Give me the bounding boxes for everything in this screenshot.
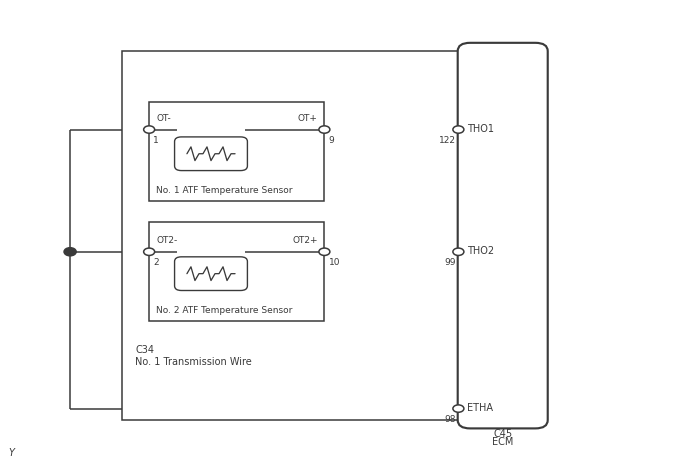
Text: 9: 9 [328, 136, 334, 145]
Text: OT+: OT+ [297, 114, 317, 123]
Text: 122: 122 [439, 136, 455, 145]
Bar [149, 103, 324, 201]
Text: ECM: ECM [493, 436, 514, 446]
Text: 99: 99 [444, 258, 455, 267]
FancyBboxPatch shape [175, 257, 248, 291]
Circle shape [453, 405, 464, 413]
Circle shape [144, 126, 155, 134]
Text: 2: 2 [153, 258, 159, 267]
Text: 98: 98 [444, 414, 455, 423]
Text: No. 1 ATF Temperature Sensor: No. 1 ATF Temperature Sensor [156, 186, 293, 194]
Circle shape [319, 126, 330, 134]
Circle shape [144, 249, 155, 256]
Text: C45: C45 [493, 428, 513, 438]
Text: THO1: THO1 [466, 124, 493, 134]
Text: THO2: THO2 [466, 246, 494, 256]
FancyBboxPatch shape [175, 138, 248, 171]
Text: OT-: OT- [156, 114, 170, 123]
Circle shape [453, 249, 464, 256]
Text: 1: 1 [153, 136, 159, 145]
Circle shape [453, 126, 464, 134]
Text: No. 2 ATF Temperature Sensor: No. 2 ATF Temperature Sensor [156, 305, 293, 314]
FancyBboxPatch shape [457, 44, 548, 428]
Text: Y: Y [8, 447, 14, 457]
Text: OT2+: OT2+ [292, 236, 317, 245]
Text: OT2-: OT2- [156, 236, 177, 245]
Bar [149, 222, 324, 321]
Bar [177, 259, 246, 289]
Text: C34: C34 [135, 344, 155, 354]
Circle shape [64, 248, 76, 256]
Text: ETHA: ETHA [466, 402, 493, 412]
Bar [121, 52, 458, 420]
Text: 10: 10 [328, 258, 340, 267]
Text: No. 1 Transmission Wire: No. 1 Transmission Wire [135, 356, 252, 366]
Bar [177, 139, 246, 169]
Circle shape [319, 249, 330, 256]
